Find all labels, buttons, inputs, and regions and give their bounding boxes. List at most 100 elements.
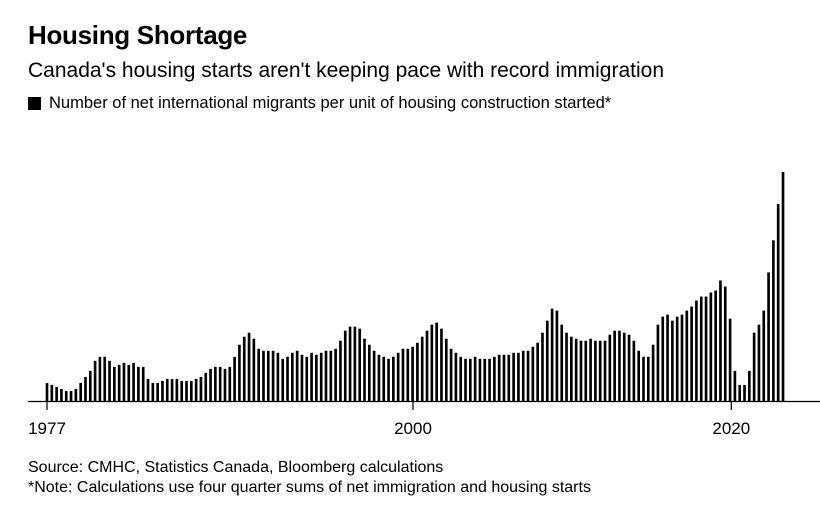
bar bbox=[271, 350, 275, 401]
bar bbox=[762, 310, 766, 401]
bar bbox=[392, 356, 395, 401]
bar bbox=[170, 378, 174, 401]
bar bbox=[478, 358, 482, 401]
bar bbox=[690, 306, 693, 401]
bar bbox=[266, 350, 270, 401]
bar bbox=[69, 390, 73, 401]
bar bbox=[440, 328, 443, 401]
bar bbox=[560, 324, 564, 401]
bar bbox=[565, 332, 568, 401]
bar bbox=[719, 280, 722, 401]
bar bbox=[709, 292, 713, 401]
bar bbox=[329, 350, 333, 401]
bar bbox=[165, 378, 169, 401]
bar bbox=[464, 358, 467, 401]
bar bbox=[276, 352, 280, 401]
bar bbox=[781, 172, 785, 401]
bar bbox=[262, 350, 265, 401]
bar bbox=[98, 356, 102, 401]
bar bbox=[757, 324, 761, 401]
bar bbox=[772, 240, 775, 401]
bar bbox=[661, 316, 665, 401]
bar bbox=[666, 314, 669, 401]
bar bbox=[45, 382, 49, 401]
bar bbox=[584, 340, 588, 401]
bar bbox=[377, 354, 381, 401]
bar bbox=[334, 348, 337, 401]
bar bbox=[469, 358, 472, 401]
bar bbox=[189, 380, 193, 401]
bar bbox=[108, 360, 111, 401]
bar bbox=[507, 354, 511, 401]
bar bbox=[218, 366, 222, 401]
bar bbox=[310, 352, 313, 401]
bar bbox=[671, 320, 674, 401]
bar bbox=[50, 384, 54, 401]
bar bbox=[214, 366, 217, 401]
bar bbox=[550, 308, 554, 401]
bar bbox=[622, 332, 626, 401]
bar bbox=[497, 354, 501, 401]
bar bbox=[238, 344, 241, 401]
chart-title: Housing Shortage bbox=[28, 20, 248, 50]
bar bbox=[435, 322, 438, 401]
bar bbox=[738, 384, 742, 401]
chart-subtitle: Canada's housing starts aren't keeping p… bbox=[28, 59, 665, 82]
bar bbox=[406, 348, 410, 401]
bar bbox=[396, 352, 400, 401]
bar bbox=[132, 362, 135, 401]
bar bbox=[521, 350, 525, 401]
bar bbox=[637, 350, 641, 401]
bar bbox=[752, 332, 756, 401]
bar bbox=[618, 330, 621, 401]
bar bbox=[444, 338, 448, 401]
bar bbox=[223, 368, 227, 401]
legend-label: Number of net international migrants per… bbox=[49, 94, 612, 112]
bar bbox=[60, 388, 63, 401]
bar bbox=[185, 380, 188, 401]
bar bbox=[723, 286, 727, 401]
bar bbox=[74, 388, 78, 401]
bar bbox=[536, 342, 539, 401]
bar bbox=[459, 356, 463, 401]
bar bbox=[570, 336, 573, 401]
bar bbox=[127, 364, 131, 401]
bar bbox=[324, 350, 328, 401]
bar bbox=[454, 352, 458, 401]
bar bbox=[382, 356, 386, 401]
bar bbox=[411, 346, 414, 401]
bar bbox=[545, 320, 549, 401]
bar bbox=[675, 316, 679, 401]
bar bbox=[180, 380, 184, 401]
bar bbox=[776, 204, 780, 401]
bar bbox=[199, 376, 203, 401]
bar bbox=[555, 310, 559, 401]
bar bbox=[493, 356, 496, 401]
bar bbox=[733, 370, 737, 401]
bar bbox=[113, 366, 116, 401]
bar bbox=[430, 324, 434, 401]
bar bbox=[151, 382, 155, 401]
bar bbox=[627, 334, 631, 401]
bar bbox=[137, 366, 140, 401]
bar bbox=[680, 314, 684, 401]
bar bbox=[613, 330, 616, 401]
source-notes: Source: CMHC, Statistics Canada, Bloombe… bbox=[28, 458, 591, 498]
bar bbox=[589, 338, 592, 401]
bar bbox=[372, 350, 376, 401]
bar bbox=[574, 338, 578, 401]
bar bbox=[714, 290, 717, 401]
bar bbox=[420, 336, 424, 401]
bar bbox=[247, 332, 251, 401]
bar bbox=[517, 352, 520, 401]
bar bbox=[594, 340, 597, 401]
bar bbox=[233, 356, 236, 401]
bar bbox=[767, 272, 770, 401]
bar bbox=[79, 382, 82, 401]
bar bbox=[281, 358, 285, 401]
bar bbox=[343, 330, 347, 401]
bar bbox=[449, 348, 453, 401]
bar bbox=[358, 328, 362, 401]
bar bbox=[117, 364, 121, 401]
